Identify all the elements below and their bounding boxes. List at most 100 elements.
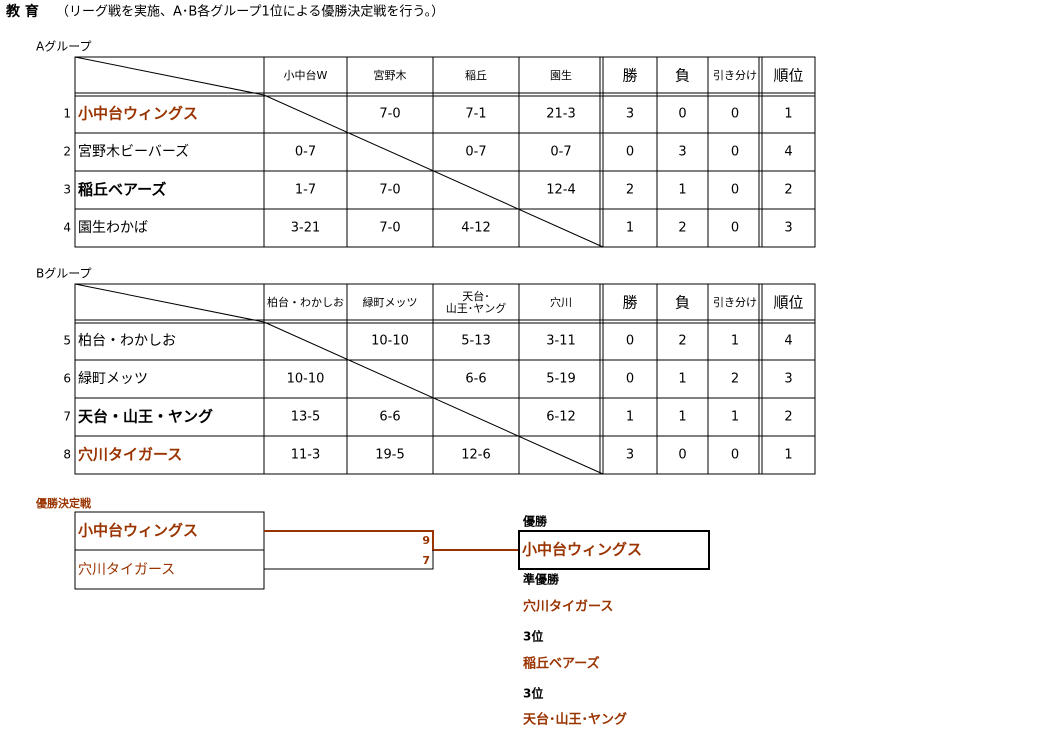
final-score: 9 (422, 534, 430, 547)
cell: 7-0 (379, 183, 400, 198)
cell: 0-7 (465, 145, 486, 160)
cell: 0 (678, 448, 686, 463)
team-name: 緑町メッツ (78, 371, 148, 387)
cell: 12-4 (546, 183, 576, 198)
cell: 7-0 (379, 221, 400, 236)
cell: 0 (626, 334, 634, 349)
column-header: 穴川 (550, 295, 572, 309)
cell: 1 (731, 334, 739, 349)
column-header: 勝 (622, 294, 637, 312)
column-header: 稲丘 (465, 69, 487, 82)
final-team: 小中台ウィングス (78, 522, 198, 540)
cell: 3 (784, 372, 792, 387)
cell: 4 (784, 145, 792, 160)
cell: 1 (784, 107, 792, 122)
cell: 5-19 (546, 372, 576, 387)
column-header: 引き分け (713, 295, 757, 309)
team-name: 小中台ウィングス (78, 105, 198, 123)
team-name: 天台・山王・ヤング (78, 408, 213, 426)
table-border (74, 283, 816, 475)
column-header: 小中台W (284, 68, 328, 82)
row-number: 8 (63, 448, 71, 462)
column-header: 順位 (773, 294, 803, 312)
cell: 10-10 (371, 334, 409, 349)
column-header: 勝 (622, 67, 637, 85)
cell: 2 (731, 372, 739, 387)
cell: 2 (784, 183, 792, 198)
result-label: 3位 (523, 686, 543, 701)
team-name: 宮野木ビーバーズ (78, 144, 189, 160)
row-number: 6 (63, 372, 71, 386)
bracket-lose (264, 550, 434, 570)
cell: 4 (784, 334, 792, 349)
column-header: 引き分け (713, 68, 757, 82)
cell: 4-12 (461, 221, 491, 236)
column-header: 負 (675, 294, 690, 312)
table-border (74, 56, 816, 248)
result-team: 天台･山王･ヤング (523, 712, 627, 728)
row-number: 5 (63, 334, 71, 348)
row-number: 7 (63, 410, 71, 424)
cell: 2 (626, 183, 634, 198)
result-team: 稲丘ベアーズ (523, 656, 600, 672)
cell: 2 (678, 334, 686, 349)
cell: 1 (626, 221, 634, 236)
column-header: 宮野木 (374, 68, 407, 82)
row-number: 2 (63, 145, 71, 159)
final-title: 優勝決定戦 (35, 496, 92, 510)
cell: 12-6 (461, 448, 491, 463)
cell: 6-6 (379, 410, 400, 425)
cell: 3 (784, 221, 792, 236)
cell: 0 (731, 183, 739, 198)
cell: 0 (731, 221, 739, 236)
cell: 0 (731, 145, 739, 160)
column-header: 山王･ヤング (446, 301, 507, 315)
result-label: 3位 (523, 629, 543, 644)
team-name: 園生わかば (78, 220, 148, 236)
result-label: 優勝 (522, 514, 548, 529)
row-number: 1 (63, 107, 71, 121)
column-header: 順位 (773, 67, 803, 85)
column-header: 負 (675, 67, 690, 85)
cell: 10-10 (287, 372, 325, 387)
result-team: 小中台ウィングス (522, 541, 642, 559)
cell: 0-7 (550, 145, 571, 160)
column-header: 緑町メッツ (363, 295, 418, 309)
cell: 0 (626, 145, 634, 160)
column-header: 園生 (550, 68, 572, 82)
cell: 0 (731, 448, 739, 463)
team-name: 稲丘ベアーズ (78, 181, 166, 199)
cell: 1 (784, 448, 792, 463)
cell: 0 (678, 107, 686, 122)
team-name: 穴川タイガース (78, 446, 182, 464)
cell: 13-5 (291, 410, 321, 425)
cell: 1 (678, 372, 686, 387)
team-name: 柏台・わかしお (78, 333, 176, 349)
final-team: 穴川タイガース (78, 562, 175, 578)
row-number: 4 (63, 221, 71, 235)
cell: 3 (626, 448, 634, 463)
cell: 1 (678, 410, 686, 425)
cell: 7-1 (465, 107, 486, 122)
group-label: Aグループ (36, 40, 92, 54)
cell: 2 (784, 410, 792, 425)
cell: 7-0 (379, 107, 400, 122)
cell: 1-7 (295, 183, 316, 198)
diagonal (74, 283, 265, 323)
cell: 1 (626, 410, 634, 425)
cell: 1 (678, 183, 686, 198)
cell: 3 (678, 145, 686, 160)
cell: 6-6 (465, 372, 486, 387)
cell: 0 (626, 372, 634, 387)
bracket-win (264, 530, 519, 551)
diagonal (263, 94, 604, 248)
column-header: 柏台・わかしお (267, 295, 344, 309)
result-team: 穴川タイガース (523, 599, 613, 615)
cell: 5-13 (461, 334, 491, 349)
group-label: Bグループ (36, 267, 92, 281)
cell: 0 (731, 107, 739, 122)
note: （リーグ戦を実施、A･B各グループ1位による優勝決定戦を行う。） (56, 4, 444, 20)
diagonal (263, 321, 604, 475)
cell: 19-5 (375, 448, 405, 463)
cell: 1 (731, 410, 739, 425)
